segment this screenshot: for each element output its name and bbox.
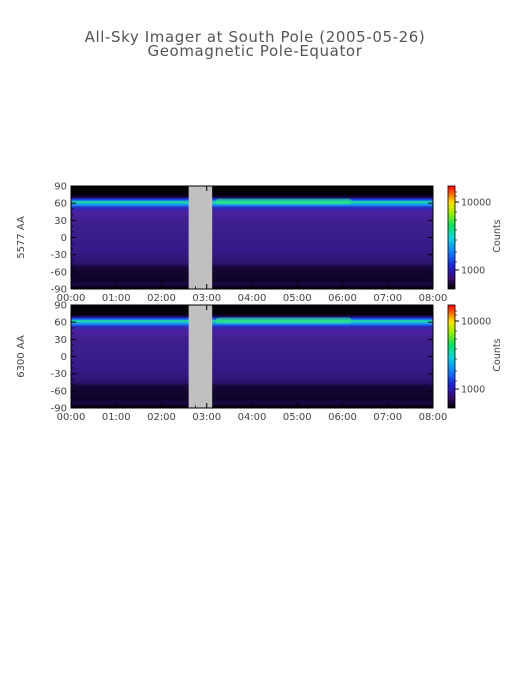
data-gap: [188, 186, 213, 289]
x-tick-label: 07:00: [373, 293, 402, 304]
colorbar: [447, 304, 456, 409]
data-gap: [188, 305, 213, 408]
x-tick-label: 06:00: [328, 293, 357, 304]
x-tick-label: 02:00: [147, 412, 176, 423]
x-tick-label: 01:00: [102, 293, 131, 304]
panel-5577: 00:00 01:00 02:00 03:00 04:00 05:00 06:00 07:00…: [16, 182, 503, 305]
y-axis-label: 5577 AA: [16, 216, 27, 259]
x-tick-label: 04:00: [238, 293, 267, 304]
colorbar-label: Counts: [492, 338, 503, 371]
x-tick-label: 01:00: [102, 412, 131, 423]
y-tick-label: 90: [54, 182, 67, 193]
x-tick-label: 03:00: [192, 293, 221, 304]
x-tick-label: 08:00: [419, 412, 448, 423]
colorbar-tick-label: 10000: [461, 317, 491, 328]
chart-subtitle: Geomagnetic Pole-Equator: [148, 42, 363, 60]
x-tick-label: 05:00: [283, 293, 312, 304]
x-tick-label: 00:00: [57, 293, 86, 304]
panel-6300: 00:00 01:00 02:00 03:00 04:00 05:00 06:00 07:00…: [16, 301, 503, 424]
y-axis-label: 6300 AA: [16, 335, 27, 378]
x-tick-label: 03:00: [192, 412, 221, 423]
y-tick-label: 90: [54, 301, 67, 312]
x-tick-label: 02:00: [147, 293, 176, 304]
x-tick-label: 04:00: [238, 412, 267, 423]
x-tick-label: 06:00: [328, 412, 357, 423]
y-tick-label: 0: [61, 233, 67, 244]
colorbar-tick-label: 10000: [461, 198, 491, 209]
y-tick-label: -30: [51, 250, 67, 261]
colorbar: [447, 185, 456, 290]
colorbar-tick-label: 1000: [461, 385, 485, 396]
y-tick-label: -90: [51, 404, 67, 415]
y-tick-label: -90: [51, 285, 67, 296]
colorbar-label: Counts: [492, 219, 503, 252]
y-tick-label: 30: [54, 216, 67, 227]
x-tick-label: 08:00: [419, 293, 448, 304]
chart-title: All-Sky Imager at South Pole (2005-05-26…: [85, 28, 426, 46]
y-tick-label: 60: [54, 318, 67, 329]
y-tick-label: -60: [51, 267, 67, 278]
y-tick-label: -30: [51, 369, 67, 380]
x-tick-label: 05:00: [283, 412, 312, 423]
y-tick-label: 30: [54, 335, 67, 346]
y-tick-label: -60: [51, 386, 67, 397]
y-tick-label: 60: [54, 199, 67, 210]
emission-band-highlight: [215, 317, 352, 324]
x-tick-label: 00:00: [57, 412, 86, 423]
y-tick-label: 0: [61, 352, 67, 363]
colorbar-tick-label: 1000: [461, 266, 485, 277]
x-tick-label: 07:00: [373, 412, 402, 423]
emission-band-highlight: [215, 198, 352, 205]
